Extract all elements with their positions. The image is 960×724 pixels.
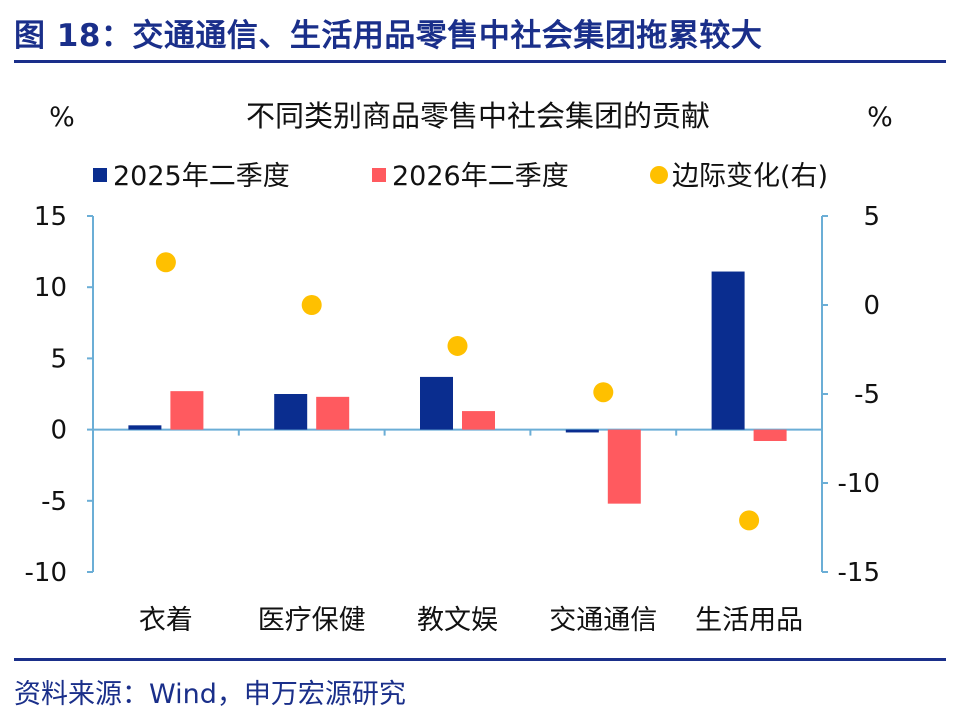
source-note: 资料来源：Wind，申万宏源研究 bbox=[14, 679, 406, 710]
bar-2026q2 bbox=[170, 391, 204, 430]
category-label: 衣着 bbox=[139, 605, 193, 636]
legend-swatch-1 bbox=[93, 168, 107, 182]
category-label: 交通通信 bbox=[549, 605, 657, 636]
plot-area: -10 -5 0 5 10 15 -15 -10 -5 0 5 衣着 医疗保健 教文娱 交通通信 生活用品 bbox=[25, 202, 880, 636]
bar-2026q2 bbox=[462, 411, 495, 430]
right-tick-label: 0 bbox=[863, 291, 880, 321]
left-tick-label: -5 bbox=[41, 487, 67, 517]
figure-title: 图 18：交通通信、生活用品零售中社会集团拖累较大 bbox=[14, 18, 763, 54]
bar-2026q2 bbox=[316, 396, 350, 430]
left-tick-label: 10 bbox=[34, 273, 67, 303]
bar-2025q2 bbox=[565, 429, 599, 433]
left-tick-label: 15 bbox=[34, 202, 67, 232]
left-tick-label: 5 bbox=[50, 344, 67, 374]
bar-2025q2 bbox=[711, 271, 745, 430]
right-tick-label: -15 bbox=[838, 558, 880, 588]
left-tick-label: -10 bbox=[25, 558, 67, 588]
category-label: 教文娱 bbox=[417, 605, 498, 636]
right-tick-label: 5 bbox=[863, 202, 880, 232]
bar-2026q2 bbox=[753, 429, 787, 441]
category-label: 生活用品 bbox=[695, 605, 803, 636]
left-tick-label: 0 bbox=[50, 416, 67, 446]
change-point bbox=[593, 382, 614, 403]
right-tick-label: -10 bbox=[838, 469, 880, 499]
change-point bbox=[301, 295, 322, 315]
bar-2025q2 bbox=[420, 376, 453, 430]
legend-label-1: 2025年二季度 bbox=[113, 161, 290, 192]
category-label: 医疗保健 bbox=[258, 605, 366, 636]
right-tick-label: -5 bbox=[854, 380, 880, 410]
change-point bbox=[447, 335, 468, 356]
legend: 2025年二季度 2026年二季度 边际变化(右) bbox=[93, 161, 828, 192]
legend-swatch-2 bbox=[372, 168, 386, 182]
legend-label-2: 2026年二季度 bbox=[392, 161, 569, 192]
legend-label-3: 边际变化(右) bbox=[672, 161, 828, 192]
bar-2026q2 bbox=[607, 429, 641, 504]
chart-title: 不同类别商品零售中社会集团的贡献 bbox=[246, 99, 710, 133]
left-axis-unit: % bbox=[49, 102, 75, 133]
bar-2025q2 bbox=[128, 425, 162, 430]
change-point bbox=[155, 252, 176, 273]
right-axis-unit: % bbox=[867, 102, 893, 133]
change-point bbox=[739, 510, 760, 531]
title-rule bbox=[14, 60, 946, 63]
legend-swatch-3 bbox=[650, 166, 668, 184]
bar-2025q2 bbox=[274, 394, 308, 430]
source-rule bbox=[14, 658, 946, 661]
